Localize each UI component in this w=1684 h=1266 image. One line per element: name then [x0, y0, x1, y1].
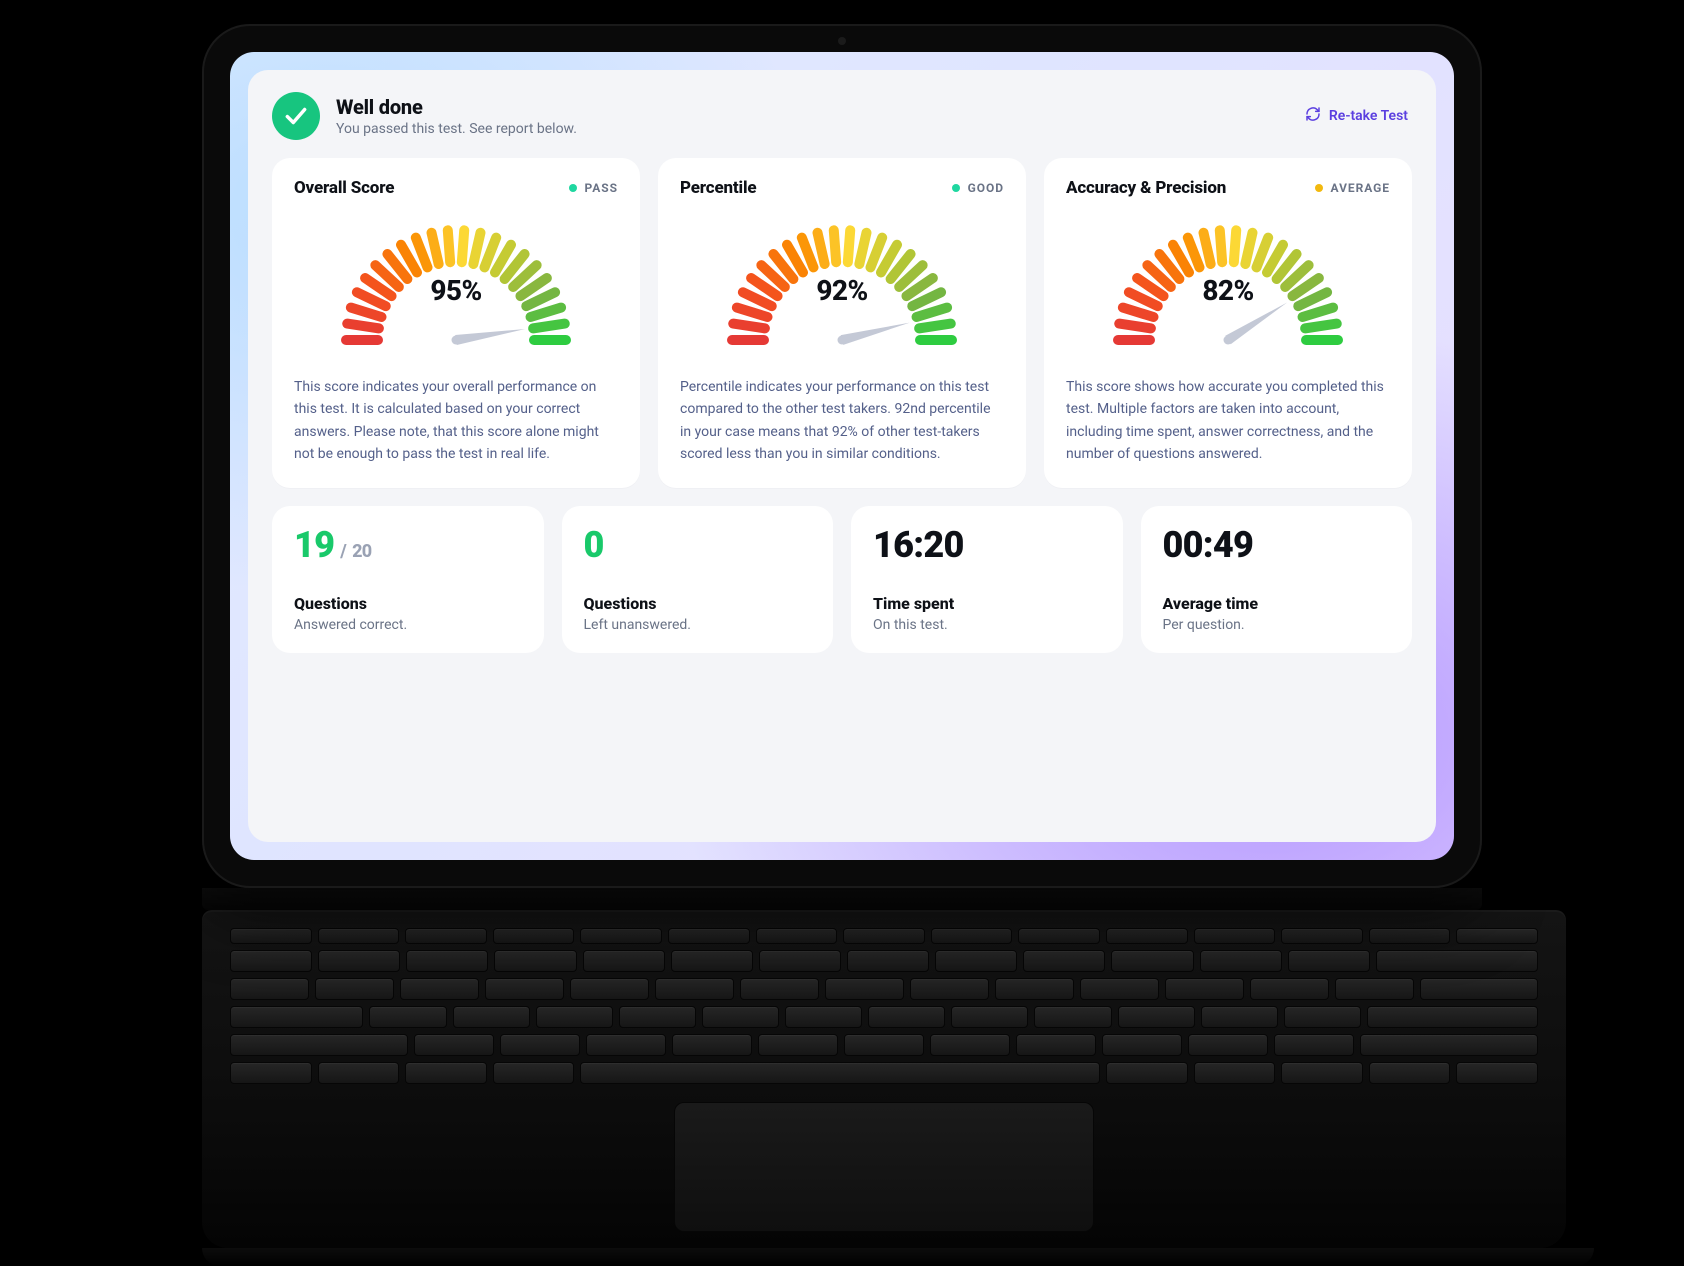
test-report-app: Well done You passed this test. See repo… — [248, 70, 1436, 842]
stat-suffix2: 20 — [352, 541, 371, 562]
stat-card-answered: 19 / 20 Questions Answered correct. — [272, 506, 544, 653]
page-subtitle: You passed this test. See report below. — [336, 121, 577, 137]
stat-value: 19 — [294, 524, 334, 566]
laptop-camera — [838, 37, 846, 45]
laptop-screen: Well done You passed this test. See repo… — [230, 52, 1454, 860]
card-description: Percentile indicates your performance on… — [680, 376, 1004, 466]
laptop-keyboard-deck — [202, 910, 1566, 1248]
retake-test-button[interactable]: Re-take Test — [1301, 100, 1412, 132]
laptop-mockup: Well done You passed this test. See repo… — [202, 24, 1482, 1266]
header-text: Well done You passed this test. See repo… — [336, 95, 577, 137]
laptop-base — [202, 1248, 1594, 1266]
stat-value: 16:20 — [873, 524, 964, 566]
laptop-hinge — [202, 888, 1482, 910]
stat-value: 0 — [584, 524, 604, 566]
stat-sub: On this test. — [873, 617, 1101, 633]
card-description: This score indicates your overall perfor… — [294, 376, 618, 466]
stat-card-time-spent: 16:20 Time spent On this test. — [851, 506, 1123, 653]
status-dot — [952, 184, 960, 192]
retake-label: Re-take Test — [1329, 108, 1408, 124]
stat-name: Questions — [584, 594, 812, 613]
status-badge: GOOD — [952, 181, 1004, 195]
status-badge: AVERAGE — [1315, 181, 1390, 195]
gauge-value: 82% — [1202, 274, 1253, 307]
overall-score-gauge: 95% — [326, 210, 586, 360]
stat-name: Questions — [294, 594, 522, 613]
stat-name: Average time — [1163, 594, 1391, 613]
status-label: AVERAGE — [1331, 181, 1390, 195]
stat-card-avg-time: 00:49 Average time Per question. — [1141, 506, 1413, 653]
gauge-value: 92% — [816, 274, 867, 307]
laptop-bezel: Well done You passed this test. See repo… — [202, 24, 1482, 888]
stat-card-unanswered: 0 Questions Left unanswered. — [562, 506, 834, 653]
stat-sub: Per question. — [1163, 617, 1391, 633]
keyboard — [220, 920, 1548, 1094]
card-description: This score shows how accurate you comple… — [1066, 376, 1390, 466]
page-title: Well done — [336, 95, 577, 119]
report-header: Well done You passed this test. See repo… — [272, 92, 1412, 140]
status-badge: PASS — [569, 181, 618, 195]
stat-name: Time spent — [873, 594, 1101, 613]
refresh-icon — [1305, 106, 1321, 126]
stat-sub: Answered correct. — [294, 617, 522, 633]
gauge-card-percentile: Percentile GOOD 92% Percentile indicates… — [658, 158, 1026, 488]
trackpad — [674, 1102, 1094, 1232]
accuracy-gauge: 82% — [1098, 210, 1358, 360]
percentile-gauge: 92% — [712, 210, 972, 360]
status-label: GOOD — [968, 181, 1004, 195]
checkmark-icon — [272, 92, 320, 140]
gauge-card-overall: Overall Score PASS 95% This score indica… — [272, 158, 640, 488]
gauge-card-accuracy: Accuracy & Precision AVERAGE 82% This sc… — [1044, 158, 1412, 488]
stats-row: 19 / 20 Questions Answered correct. 0 Que… — [272, 506, 1412, 653]
card-title: Accuracy & Precision — [1066, 178, 1226, 198]
status-dot — [1315, 184, 1323, 192]
gauge-value: 95% — [430, 274, 481, 307]
stat-suffix: / — [340, 541, 346, 562]
stat-value: 00:49 — [1163, 524, 1254, 566]
card-title: Percentile — [680, 178, 756, 198]
card-title: Overall Score — [294, 178, 394, 198]
gauge-cards-row: Overall Score PASS 95% This score indica… — [272, 158, 1412, 488]
status-label: PASS — [585, 181, 618, 195]
status-dot — [569, 184, 577, 192]
stat-sub: Left unanswered. — [584, 617, 812, 633]
